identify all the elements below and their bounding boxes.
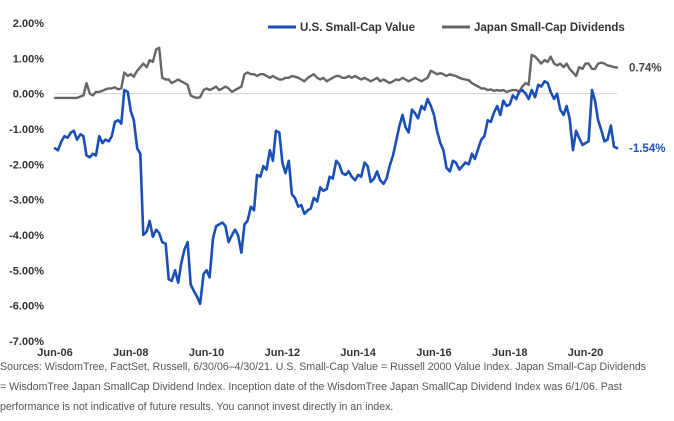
- x-tick-label: Jun-14: [340, 347, 376, 359]
- x-tick-label: Jun-06: [37, 347, 72, 359]
- y-tick-label: -1.00%: [9, 124, 44, 136]
- series-line-us-small-cap-value: [53, 80, 619, 306]
- legend: U.S. Small-Cap Value Japan Small-Cap Divi…: [268, 22, 625, 34]
- end-labels: -1.54% 0.74%: [629, 63, 665, 156]
- x-axis-ticks: Jun-06 Jun-08 Jun-10 Jun-12 Jun-14 Jun-16 Jun-…: [37, 347, 603, 359]
- series-lines: [53, 46, 619, 306]
- y-tick-label: 1.00%: [13, 53, 44, 65]
- x-tick-label: Jun-12: [265, 347, 300, 359]
- source-note-line-3: performance is not indicative of future …: [0, 401, 394, 413]
- legend-label: U.S. Small-Cap Value: [300, 22, 415, 34]
- source-note-line-1: Sources: WisdomTree, FactSet, Russell, 6…: [0, 361, 647, 373]
- legend-label: Japan Small-Cap Dividends: [474, 22, 625, 34]
- y-tick-label: 0.00%: [13, 89, 44, 101]
- x-tick-label: Jun-18: [492, 347, 527, 359]
- end-value-label: -1.54%: [629, 143, 665, 155]
- y-tick-label: -7.00%: [9, 336, 44, 348]
- x-tick-label: Jun-08: [113, 347, 148, 359]
- y-axis-ticks: 2.00% 1.00% 0.00% -1.00% -2.00% -3.00% -4.00% -…: [9, 18, 44, 348]
- source-note-line-2: = WisdomTree Japan SmallCap Dividend Ind…: [0, 381, 622, 393]
- x-tick-label: Jun-20: [568, 347, 603, 359]
- y-tick-label: -3.00%: [9, 195, 44, 207]
- y-tick-label: -5.00%: [9, 265, 44, 277]
- y-tick-label: -6.00%: [9, 301, 44, 313]
- y-tick-label: -4.00%: [9, 230, 44, 242]
- line-chart: 2.00% 1.00% 0.00% -1.00% -2.00% -3.00% -4.00% -…: [9, 18, 665, 359]
- x-tick-label: Jun-10: [189, 347, 224, 359]
- series-line-japan-small-cap-dividends: [53, 46, 619, 100]
- x-tick-label: Jun-16: [416, 347, 451, 359]
- y-tick-label: -2.00%: [9, 159, 44, 171]
- end-value-label: 0.74%: [629, 63, 662, 75]
- y-tick-label: 2.00%: [13, 18, 44, 30]
